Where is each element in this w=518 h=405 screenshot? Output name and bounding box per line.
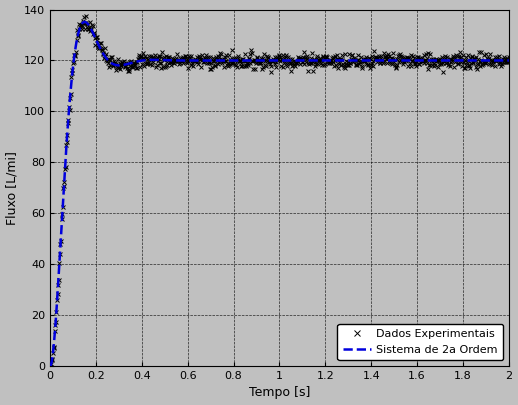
Legend: Dados Experimentais, Sistema de 2a Ordem: Dados Experimentais, Sistema de 2a Ordem: [337, 324, 503, 360]
Dados Experimentais: [47, 357, 53, 362]
Sistema de 2a Ordem: [47, 364, 53, 369]
Dados Experimentais: [314, 58, 321, 62]
Sistema de 2a Ordem: [99, 50, 106, 55]
Sistema de 2a Ordem: [243, 58, 249, 63]
Sistema de 2a Ordem: [506, 58, 512, 63]
Dados Experimentais: [48, 365, 54, 370]
Sistema de 2a Ordem: [223, 58, 229, 63]
X-axis label: Tempo [s]: Tempo [s]: [249, 386, 310, 399]
Sistema de 2a Ordem: [127, 61, 133, 66]
Dados Experimentais: [443, 60, 450, 65]
Sistema de 2a Ordem: [448, 58, 454, 63]
Sistema de 2a Ordem: [81, 19, 88, 24]
Dados Experimentais: [506, 55, 512, 60]
Y-axis label: Fluxo [L/mi]: Fluxo [L/mi]: [6, 151, 19, 225]
Line: Sistema de 2a Ordem: Sistema de 2a Ordem: [50, 22, 509, 366]
Dados Experimentais: [327, 59, 333, 64]
Dados Experimentais: [83, 13, 90, 18]
Dados Experimentais: [340, 65, 347, 70]
Dados Experimentais: [76, 22, 82, 27]
Dados Experimentais: [396, 59, 402, 64]
Sistema de 2a Ordem: [497, 58, 503, 63]
Line: Dados Experimentais: Dados Experimentais: [48, 14, 511, 369]
